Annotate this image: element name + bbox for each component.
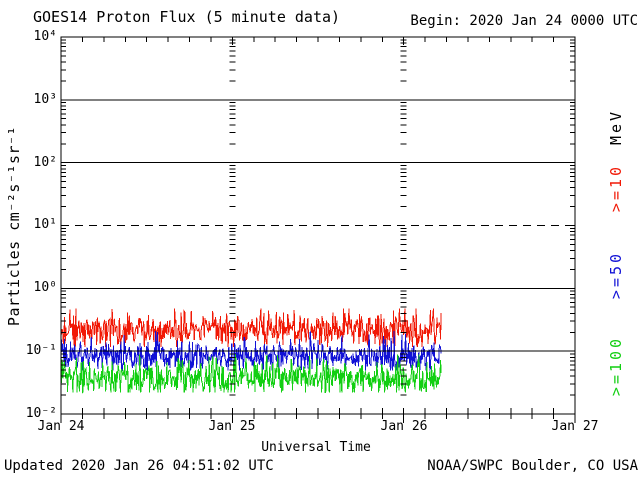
updated-timestamp: Updated 2020 Jan 26 04:51:02 UTC bbox=[4, 458, 274, 474]
x-tick-label-jan26: Jan 26 bbox=[380, 419, 428, 434]
unit-label-mev: MeV bbox=[607, 108, 625, 146]
y-tick-label-1e2: 10² bbox=[33, 155, 57, 170]
chart-title: GOES14 Proton Flux (5 minute data) bbox=[33, 8, 341, 26]
x-tick-label-jan27: Jan 27 bbox=[551, 419, 599, 434]
begin-time-label: Begin: 2020 Jan 24 0000 UTC bbox=[410, 13, 638, 29]
y-axis-label: Particles cm⁻²s⁻¹sr⁻¹ bbox=[5, 125, 23, 327]
series-label-0: >=10 bbox=[607, 163, 625, 213]
series-label-1: >=50 bbox=[607, 250, 625, 300]
credit-label: NOAA/SWPC Boulder, CO USA bbox=[427, 458, 638, 474]
x-axis-label: Universal Time bbox=[261, 440, 371, 455]
y-tick-label-1e0: 10⁰ bbox=[33, 280, 57, 295]
y-tick-label-1e3: 10³ bbox=[33, 92, 57, 107]
x-tick-label-jan24: Jan 24 bbox=[37, 419, 85, 434]
y-tick-label-1e4: 10⁴ bbox=[33, 29, 57, 44]
y-tick-label-1e-1: 10⁻¹ bbox=[25, 343, 57, 358]
y-tick-label-1e-2: 10⁻² bbox=[25, 406, 57, 421]
x-tick-label-jan25: Jan 25 bbox=[208, 419, 256, 434]
series-label-2: >=100 bbox=[607, 335, 625, 397]
y-tick-label-1e1: 10¹ bbox=[33, 217, 57, 232]
